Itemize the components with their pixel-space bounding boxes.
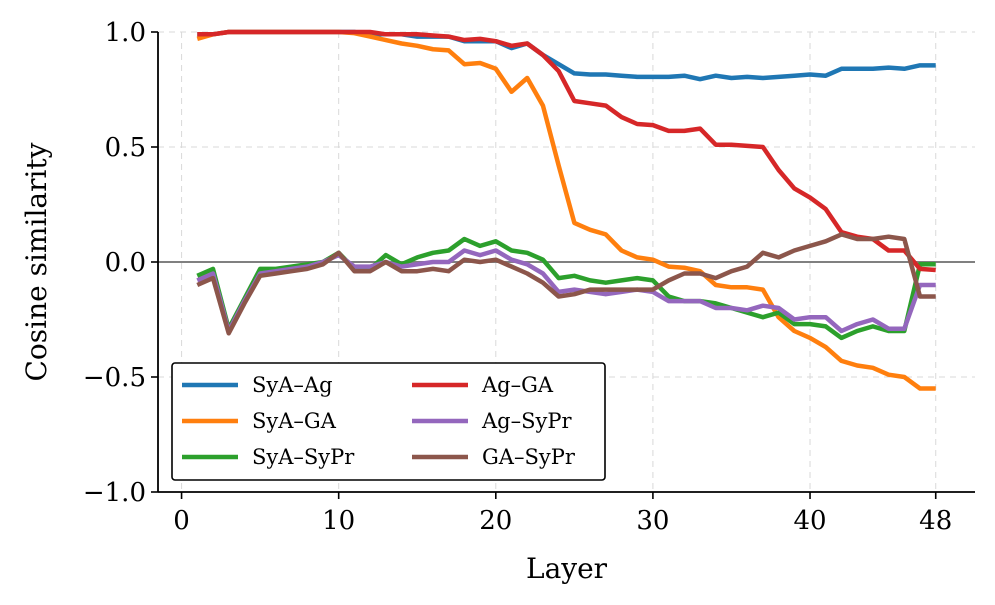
x-tick-label: 0 <box>173 506 190 536</box>
x-tick-label: 48 <box>919 506 952 536</box>
y-tick-label: −1.0 <box>83 478 146 508</box>
legend: SyA–Ag SyA–GA SyA–SyPr Ag–GA Ag–SyPr GA–SyPr <box>171 362 606 481</box>
y-tick-label: 1.0 <box>105 18 146 48</box>
series-line-5 <box>196 232 936 336</box>
legend-label-3: Ag–GA <box>481 373 554 397</box>
x-tick-label: 20 <box>479 506 512 536</box>
x-tick-label: 30 <box>636 506 669 536</box>
y-axis-label: Cosine similarity <box>20 142 53 381</box>
legend-label-5: GA–SyPr <box>482 445 576 469</box>
series-line-2 <box>196 236 936 341</box>
y-tick-label: 0.0 <box>105 248 146 278</box>
x-tick-label: 40 <box>793 506 826 536</box>
y-tick-label: −0.5 <box>83 363 146 393</box>
series-line-0 <box>197 29 936 82</box>
y-tick-label: 0.5 <box>105 133 146 163</box>
series-line-3 <box>197 29 936 273</box>
series-lines <box>196 29 936 391</box>
legend-label-1: SyA–GA <box>252 409 337 433</box>
legend-frame <box>171 362 606 481</box>
x-tick-label: 10 <box>322 506 355 536</box>
legend-label-0: SyA–Ag <box>252 373 333 397</box>
legend-label-4: Ag–SyPr <box>481 409 572 433</box>
legend-label-2: SyA–SyPr <box>252 445 355 469</box>
x-axis-label: Layer <box>526 552 608 585</box>
tick-labels: 0 10 20 30 40 48 −1.0 −0.5 0.0 0.5 1.0 <box>83 18 952 536</box>
